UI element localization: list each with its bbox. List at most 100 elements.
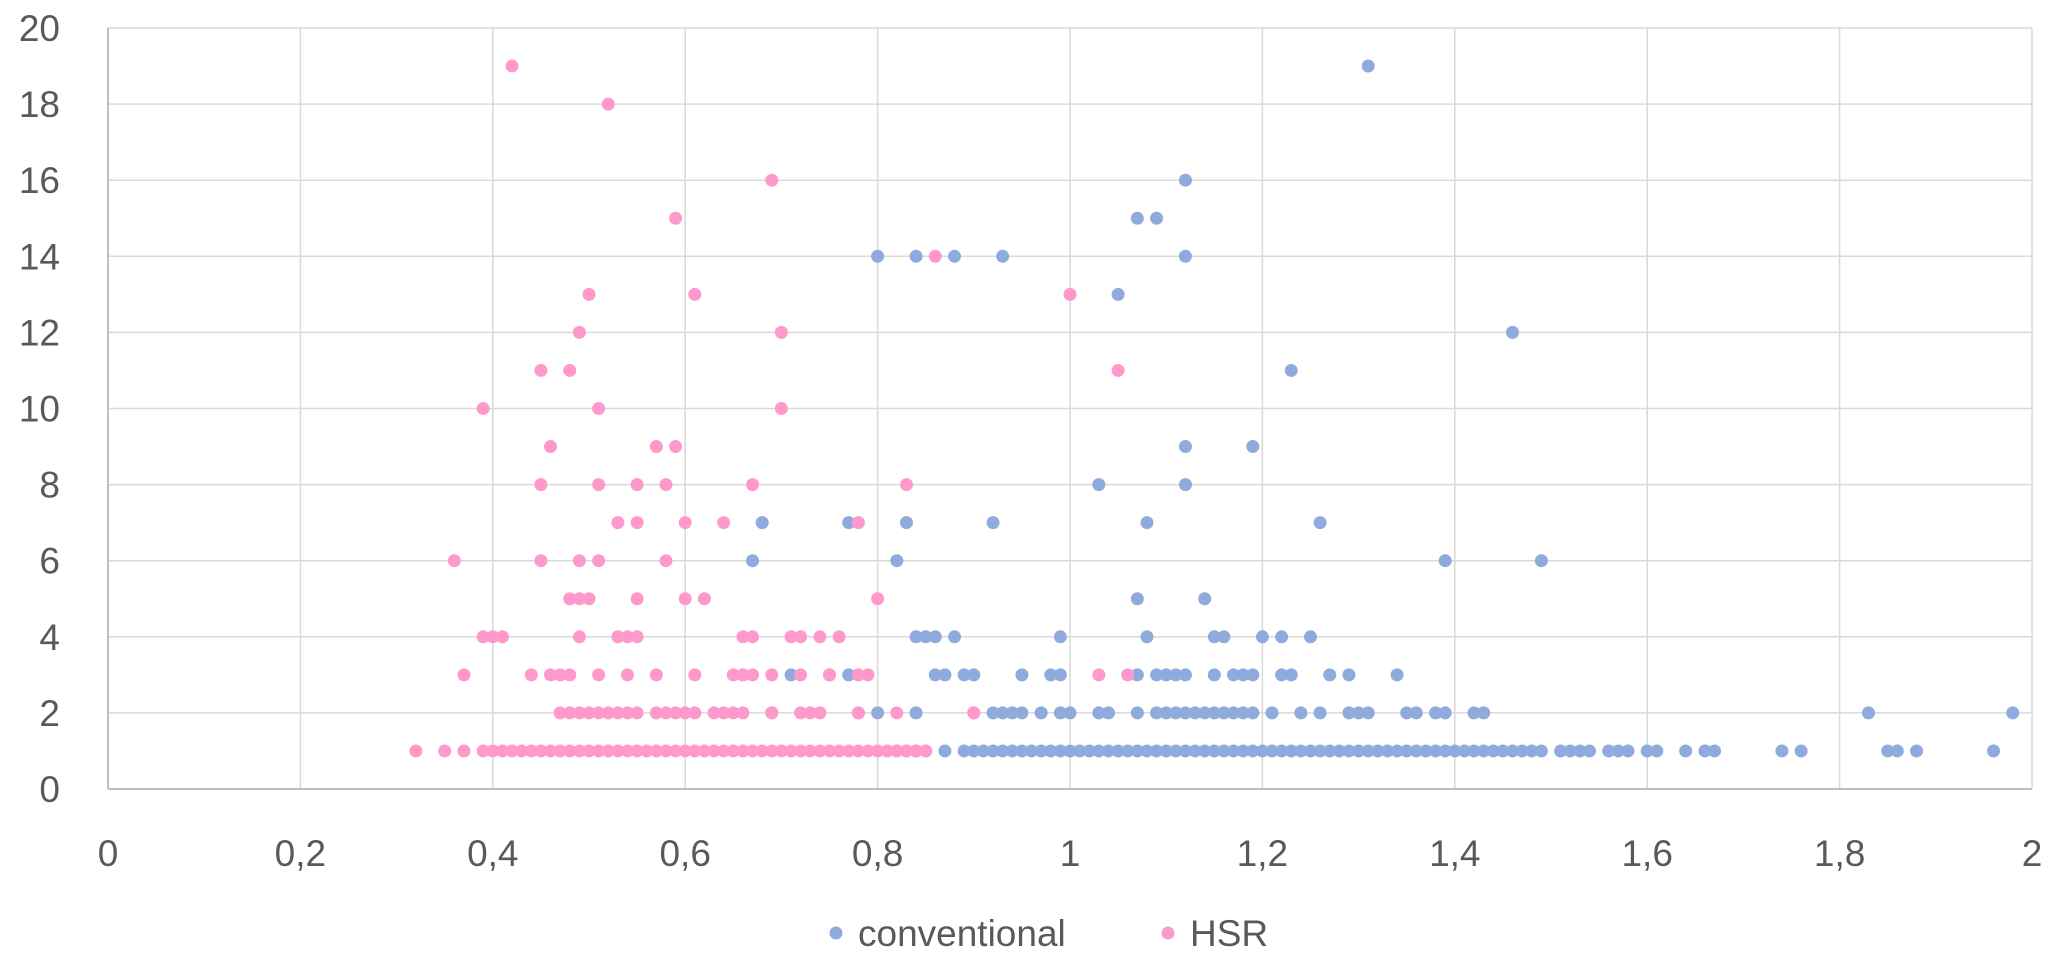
data-point: [746, 478, 760, 492]
data-point: [592, 744, 606, 758]
data-point: [563, 706, 577, 720]
data-point: [765, 744, 779, 758]
data-point: [601, 706, 615, 720]
data-point: [765, 706, 779, 720]
data-point: [880, 744, 894, 758]
data-point: [1015, 706, 1029, 720]
data-point: [1515, 744, 1529, 758]
data-point: [1429, 744, 1443, 758]
data-point: [1304, 744, 1317, 758]
data-point: [1101, 706, 1115, 720]
data-point: [1140, 744, 1154, 758]
data-point: [736, 668, 750, 682]
y-tick-label: 6: [39, 541, 60, 582]
data-point: [765, 173, 779, 187]
data-point: [1380, 744, 1394, 758]
data-point: [861, 668, 875, 682]
data-point: [1236, 668, 1250, 682]
data-point: [592, 554, 606, 568]
data-point: [563, 668, 577, 682]
data-point: [630, 478, 644, 492]
data-point: [1342, 744, 1356, 758]
data-point: [1255, 744, 1269, 758]
data-point: [794, 706, 808, 720]
data-point: [1092, 706, 1106, 720]
data-point: [919, 744, 933, 758]
data-point: [534, 478, 548, 492]
data-point: [486, 630, 500, 644]
data-point: [1987, 744, 2001, 758]
data-point: [842, 516, 856, 530]
data-point: [1188, 744, 1202, 758]
data-point: [1178, 173, 1192, 187]
data-point: [592, 478, 606, 492]
legend-item: conventional: [829, 913, 1066, 953]
data-point: [563, 363, 577, 377]
x-tick-label: 0: [98, 833, 119, 874]
data-point: [1159, 744, 1173, 758]
data-point: [1467, 706, 1481, 720]
data-point: [851, 516, 865, 530]
data-point: [1890, 744, 1904, 758]
data-point: [928, 249, 942, 263]
data-point: [726, 744, 740, 758]
data-point: [649, 744, 663, 758]
data-point: [1178, 249, 1192, 263]
data-point: [890, 554, 904, 568]
data-point: [1438, 744, 1452, 758]
data-point: [784, 630, 798, 644]
data-point: [563, 744, 577, 758]
data-point: [572, 706, 586, 720]
data-point: [678, 706, 692, 720]
data-point: [659, 554, 673, 568]
x-tick-label: 0,4: [467, 833, 518, 874]
data-point: [1409, 744, 1423, 758]
data-point: [1390, 744, 1404, 758]
data-point: [1438, 706, 1452, 720]
data-point: [1246, 706, 1260, 720]
x-tick-label: 1,6: [1621, 833, 1672, 874]
data-point: [592, 668, 606, 682]
y-tick-label: 18: [19, 84, 60, 125]
data-point: [1130, 668, 1144, 682]
data-point: [1332, 744, 1346, 758]
grid-lines: [108, 27, 2033, 789]
data-point: [572, 744, 586, 758]
data-points: [409, 59, 2020, 758]
data-point: [1121, 744, 1135, 758]
data-point: [1178, 706, 1192, 720]
data-point: [890, 706, 904, 720]
data-point: [1275, 744, 1289, 758]
data-point: [1534, 744, 1548, 758]
data-point: [659, 478, 673, 492]
data-point: [813, 630, 827, 644]
data-point: [688, 287, 702, 301]
data-point: [1361, 59, 1375, 73]
data-point: [842, 744, 856, 758]
y-tick-label: 8: [39, 465, 60, 506]
data-point: [1650, 744, 1664, 758]
data-point: [765, 668, 779, 682]
data-point: [1275, 668, 1289, 682]
data-point: [1198, 744, 1212, 758]
data-point: [1506, 744, 1520, 758]
data-point: [803, 706, 817, 720]
data-point: [899, 478, 913, 492]
data-point: [813, 706, 827, 720]
data-point: [1111, 287, 1125, 301]
data-point: [938, 668, 952, 682]
data-point: [1188, 706, 1202, 720]
data-point: [1602, 744, 1616, 758]
data-point: [1178, 478, 1192, 492]
data-point: [582, 744, 596, 758]
data-point: [1121, 668, 1135, 682]
x-tick-label: 1,4: [1429, 833, 1480, 874]
data-point: [967, 668, 981, 682]
data-point: [755, 516, 769, 530]
data-point: [1794, 744, 1808, 758]
data-point: [1582, 744, 1596, 758]
data-point: [717, 706, 731, 720]
data-point: [717, 744, 731, 758]
data-point: [592, 706, 606, 720]
data-point: [486, 744, 500, 758]
